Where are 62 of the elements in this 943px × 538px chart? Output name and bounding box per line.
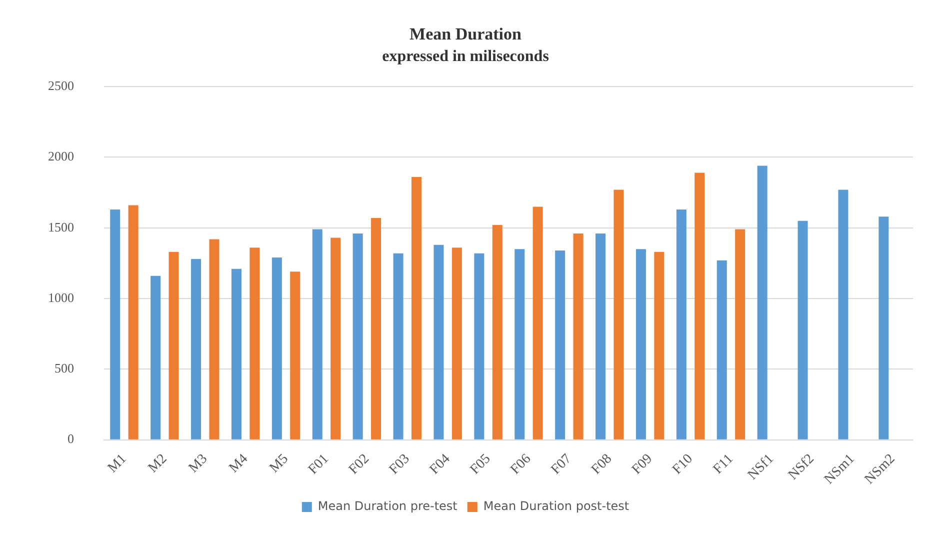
bar xyxy=(191,258,202,440)
bar xyxy=(290,272,300,440)
x-tick-label: F03 xyxy=(386,452,413,478)
chart-subtitle: expressed in miliseconds xyxy=(382,48,549,66)
legend-label: Mean Duration pre-test xyxy=(318,499,458,514)
bar xyxy=(838,190,848,440)
bar xyxy=(209,239,220,440)
bar xyxy=(573,234,584,440)
bar xyxy=(596,234,606,440)
y-tick-label: 2500 xyxy=(48,78,74,94)
bar xyxy=(352,234,363,440)
bar xyxy=(411,177,422,440)
bar xyxy=(110,210,120,440)
x-tick-label: F04 xyxy=(427,452,454,478)
bar xyxy=(514,249,525,440)
bar xyxy=(150,276,161,440)
bar xyxy=(330,238,341,440)
bar xyxy=(250,248,260,440)
x-tick-label: M2 xyxy=(146,452,170,476)
x-tick-label: F10 xyxy=(670,452,696,478)
x-tick-label: F07 xyxy=(548,452,575,478)
bar xyxy=(614,190,624,440)
x-tick-label: F09 xyxy=(629,452,656,478)
x-tick-label: M4 xyxy=(226,452,251,476)
x-tick-label: M1 xyxy=(105,452,130,476)
x-tick-label: F06 xyxy=(508,452,534,478)
y-tick-label: 500 xyxy=(54,360,74,376)
x-tick-label: M5 xyxy=(267,452,292,476)
bar xyxy=(757,166,768,440)
legend-label: Mean Duration post-test xyxy=(483,499,630,514)
bar xyxy=(555,250,566,440)
bar xyxy=(532,206,543,440)
bar xyxy=(636,249,646,440)
bar xyxy=(492,225,502,440)
x-tick-label: F02 xyxy=(346,452,372,478)
bar xyxy=(676,210,686,440)
bar xyxy=(128,205,138,440)
bar xyxy=(798,220,808,440)
x-tick-label: F08 xyxy=(589,452,616,478)
bar xyxy=(272,258,282,440)
y-tick-label: 1000 xyxy=(48,290,74,305)
bar xyxy=(371,218,382,440)
bar xyxy=(694,172,705,440)
bar xyxy=(434,244,444,440)
y-tick-label: 2000 xyxy=(48,148,74,164)
bar xyxy=(452,248,462,440)
bar xyxy=(312,229,322,440)
bar xyxy=(735,229,746,440)
y-tick-label: 1500 xyxy=(48,219,74,234)
bar xyxy=(716,260,727,440)
bar xyxy=(654,252,664,440)
bar xyxy=(474,253,484,440)
bar xyxy=(393,253,404,440)
x-tick-label: F11 xyxy=(710,452,736,478)
bar xyxy=(231,268,242,440)
x-tick-label: M3 xyxy=(186,452,211,476)
bar xyxy=(168,252,179,440)
y-tick-label: 0 xyxy=(68,431,74,446)
chart-title: Mean Duration xyxy=(410,24,522,44)
x-tick-label: F05 xyxy=(468,452,494,478)
x-tick-label: F01 xyxy=(306,452,332,478)
bar xyxy=(878,216,889,440)
